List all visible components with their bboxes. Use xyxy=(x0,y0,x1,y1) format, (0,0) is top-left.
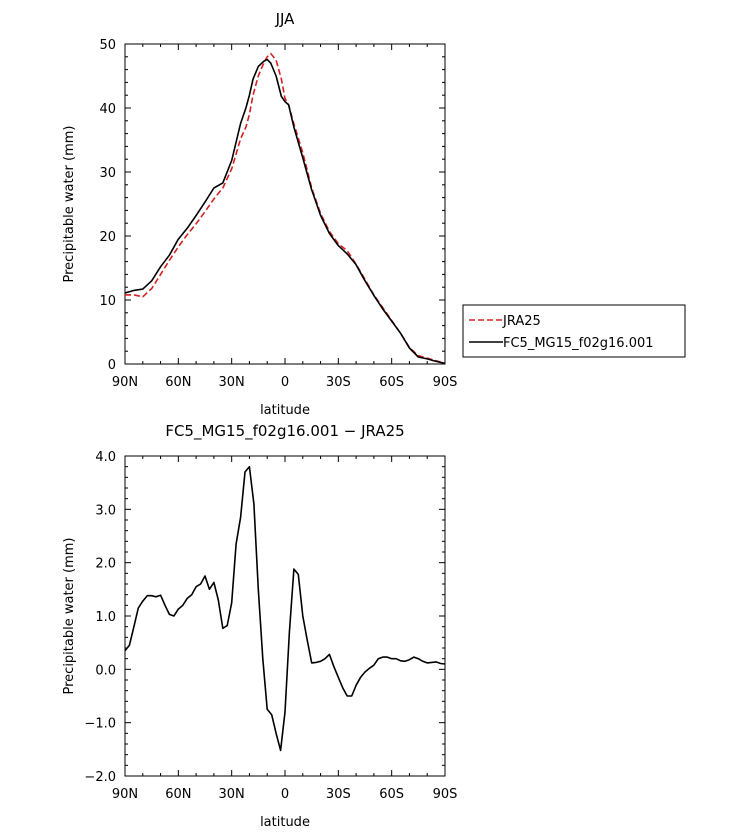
legend: JRA25 FC5_MG15_f02g16.001 xyxy=(462,304,686,358)
legend-label: JRA25 xyxy=(502,314,541,329)
bottom-panel-difference: 90N 60N 30N 0 30S 60S 90S −2.0 −1.0 0.0 1.0 2.0 3.0 4… xyxy=(62,422,457,830)
y-tick-label: −2.0 xyxy=(84,770,116,785)
series-line-jra25 xyxy=(125,52,446,365)
legend-label: FC5_MG15_f02g16.001 xyxy=(503,336,654,351)
x-tick-label: 30N xyxy=(219,787,245,802)
x-tick-label: 30S xyxy=(326,375,351,390)
y-tick-label: 30 xyxy=(99,166,116,181)
y-tick-label: 1.0 xyxy=(95,610,116,625)
series-line-difference xyxy=(124,465,446,752)
y-tick-label: 20 xyxy=(99,230,116,245)
x-tick-label: 0 xyxy=(281,375,289,390)
y-tick-label: 3.0 xyxy=(95,503,116,518)
x-tick-label: 90N xyxy=(112,787,138,802)
x-tick-label: 60S xyxy=(379,375,404,390)
y-axis-title: Precipitable water (mm) xyxy=(62,538,77,695)
series-line-fc5-mg15-f02g16-001 xyxy=(124,58,446,365)
chart-title: FC5_MG15_f02g16.001 − JRA25 xyxy=(165,422,404,441)
x-tick-label: 60N xyxy=(165,787,191,802)
legend-box xyxy=(462,304,686,358)
y-tick-label: 0 xyxy=(108,358,116,373)
y-axis-title: Precipitable water (mm) xyxy=(62,126,77,283)
y-tick-label: 50 xyxy=(99,38,116,53)
y-tick-label: 4.0 xyxy=(95,450,116,465)
x-tick-label: 30N xyxy=(219,375,245,390)
x-tick-label: 90N xyxy=(112,375,138,390)
x-tick-label: 30S xyxy=(326,787,351,802)
y-tick-label: 0.0 xyxy=(95,663,116,678)
x-tick-label: 60S xyxy=(379,787,404,802)
x-axis-title: latitude xyxy=(260,815,310,830)
x-tick-label: 0 xyxy=(281,787,289,802)
y-tick-label: 10 xyxy=(99,294,116,309)
x-tick-label: 60N xyxy=(165,375,191,390)
x-tick-label: 90S xyxy=(433,787,458,802)
y-tick-label: 40 xyxy=(99,102,116,117)
y-tick-label: −1.0 xyxy=(84,717,116,732)
x-axis-title: latitude xyxy=(260,403,310,418)
plot-frame xyxy=(124,43,446,365)
chart-title: JJA xyxy=(275,10,296,28)
top-panel-climatology: 90N 60N 30N 0 30S 60S 90S 0 10 20 30 40 50 JJA latitud… xyxy=(62,10,686,418)
x-tick-label: 90S xyxy=(433,375,458,390)
y-tick-label: 2.0 xyxy=(95,557,116,572)
